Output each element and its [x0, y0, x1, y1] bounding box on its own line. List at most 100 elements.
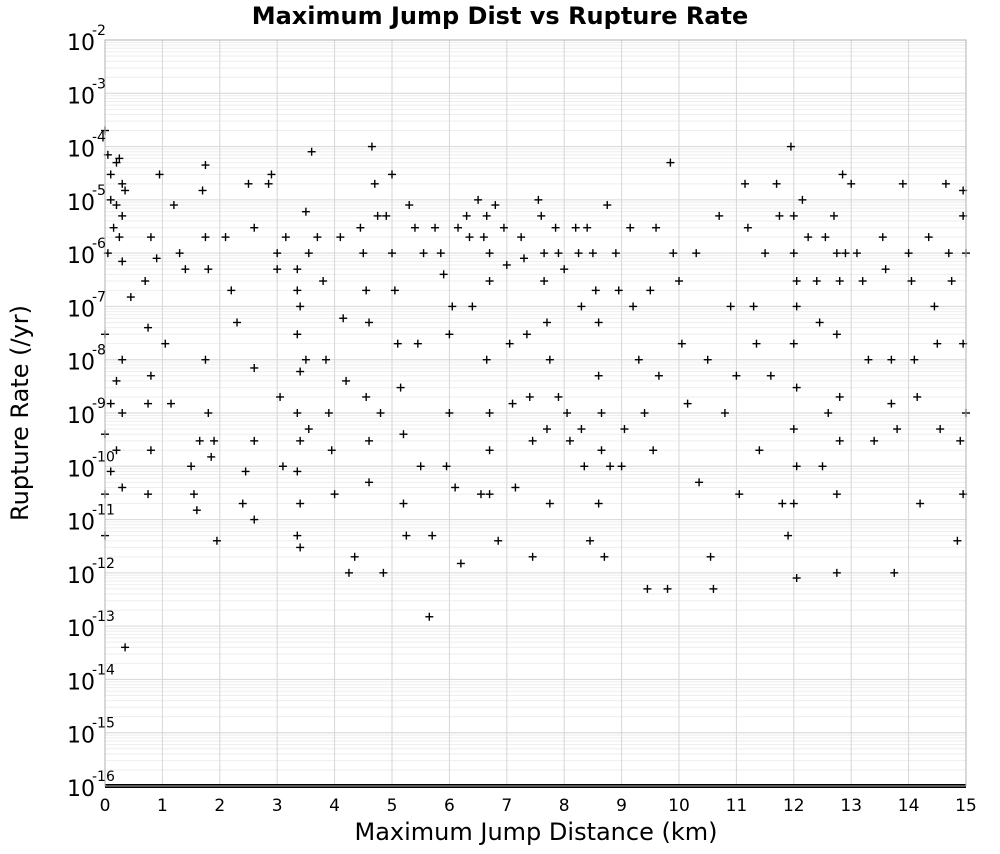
data-point: [735, 490, 744, 499]
data-point: [600, 552, 609, 561]
data-point: [669, 249, 678, 258]
data-point: [709, 584, 718, 593]
data-point: [112, 376, 121, 385]
data-point: [405, 201, 414, 210]
data-point: [365, 478, 374, 487]
data-point: [603, 201, 612, 210]
data-point: [373, 211, 382, 220]
data-point: [571, 223, 580, 232]
data-point: [792, 574, 801, 583]
data-point: [425, 612, 434, 621]
data-point: [207, 452, 216, 461]
data-point: [204, 265, 213, 274]
data-point: [330, 490, 339, 499]
data-point: [250, 515, 259, 524]
data-point: [118, 355, 127, 364]
y-tick-exponent: -4: [92, 130, 106, 146]
data-point: [313, 233, 322, 242]
data-point: [726, 302, 735, 311]
data-point: [749, 302, 758, 311]
data-point: [545, 355, 554, 364]
data-point: [798, 195, 807, 204]
data-point: [583, 223, 592, 232]
data-point: [307, 147, 316, 156]
data-point: [479, 233, 488, 242]
data-point: [941, 179, 950, 188]
y-tick-exponent: -15: [92, 716, 115, 732]
y-tick-exponent: -2: [92, 23, 106, 39]
data-point: [144, 490, 153, 499]
data-point: [118, 257, 127, 266]
data-point: [227, 286, 236, 295]
y-tick-label: 10-6: [67, 236, 106, 269]
data-point: [118, 211, 127, 220]
y-tick-base: 10: [67, 84, 95, 109]
y-tick-base: 10: [67, 617, 95, 642]
data-point: [356, 223, 365, 232]
x-tick-label: 2: [214, 796, 225, 816]
data-point: [339, 314, 348, 323]
data-point: [167, 399, 176, 408]
data-point: [304, 249, 313, 258]
x-tick-label: 14: [898, 796, 920, 816]
y-tick-label: 10-13: [67, 609, 115, 642]
data-point: [201, 355, 210, 364]
data-point: [336, 233, 345, 242]
data-point: [634, 355, 643, 364]
data-point: [893, 425, 902, 434]
data-point: [789, 425, 798, 434]
y-tick-base: 10: [67, 457, 95, 482]
data-point: [508, 399, 517, 408]
y-tick-exponent: -13: [92, 609, 115, 625]
data-point: [542, 318, 551, 327]
data-point: [442, 462, 451, 471]
data-point: [517, 233, 526, 242]
data-point: [293, 531, 302, 540]
data-point: [118, 409, 127, 417]
y-tick-label: 10-5: [67, 183, 106, 216]
data-point: [832, 490, 841, 499]
data-point: [485, 446, 494, 455]
x-tick-label: 12: [783, 796, 805, 816]
data-point: [445, 330, 454, 339]
x-tick-label: 3: [272, 796, 283, 816]
data-point: [146, 371, 155, 380]
data-point: [626, 223, 635, 232]
data-point: [118, 179, 127, 188]
y-tick-base: 10: [67, 191, 95, 216]
data-point: [499, 223, 508, 232]
data-point: [652, 223, 661, 232]
data-point: [677, 339, 686, 348]
data-point: [146, 446, 155, 455]
data-point: [152, 254, 161, 263]
data-point: [106, 399, 115, 408]
data-point: [118, 483, 127, 492]
data-point: [554, 392, 563, 401]
data-point: [715, 211, 724, 220]
data-point: [146, 233, 155, 242]
data-point: [382, 211, 391, 220]
data-point: [233, 318, 242, 327]
data-point: [804, 233, 813, 242]
data-point: [606, 462, 615, 471]
x-tick-label: 8: [559, 796, 570, 816]
data-point: [482, 211, 491, 220]
y-tick-exponent: -5: [92, 183, 106, 199]
data-point: [344, 568, 353, 577]
data-point: [815, 318, 824, 327]
data-point: [250, 223, 259, 232]
data-point: [304, 425, 313, 434]
data-point: [792, 383, 801, 392]
data-point: [887, 355, 896, 364]
data-point: [629, 302, 638, 311]
grid: [104, 39, 967, 787]
data-point: [244, 179, 253, 188]
x-tick-label: 13: [840, 796, 862, 816]
data-point: [540, 249, 549, 258]
data-point: [141, 277, 150, 286]
data-point: [126, 293, 135, 302]
data-point: [296, 367, 305, 376]
data-point: [907, 277, 916, 286]
data-point: [293, 265, 302, 274]
